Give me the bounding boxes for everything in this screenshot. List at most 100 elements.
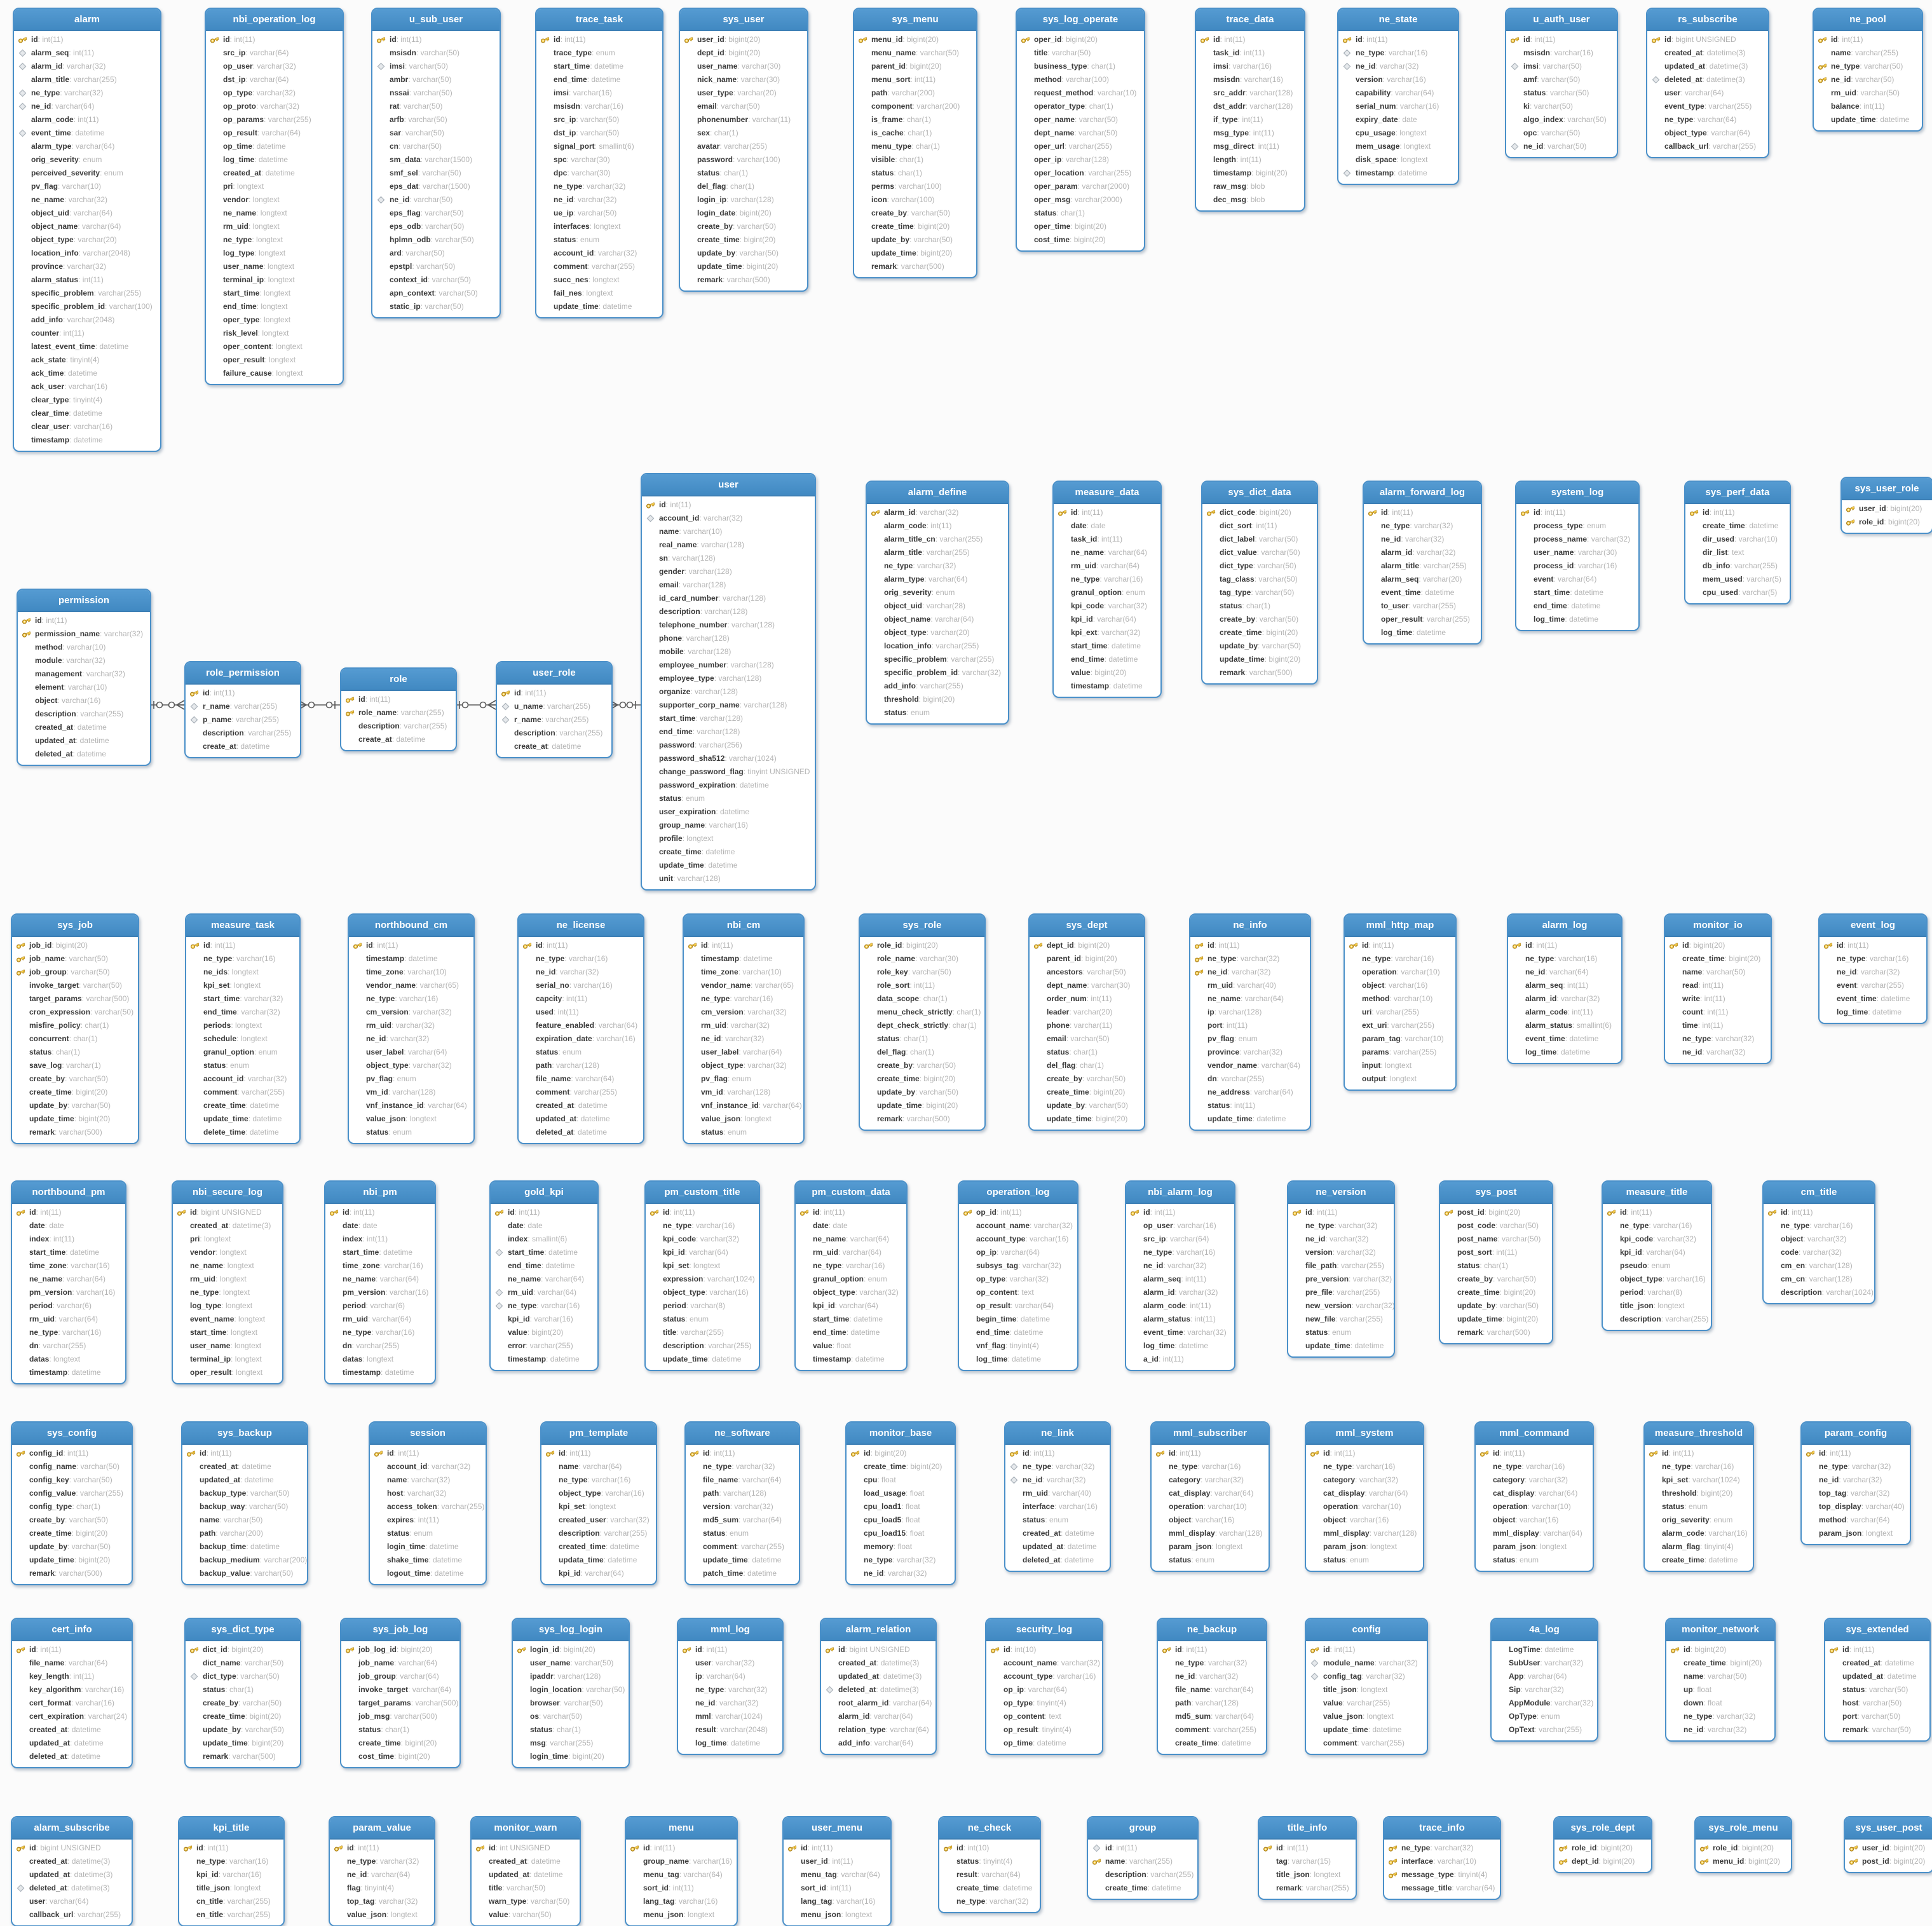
field-version[interactable]: version: varchar(32) <box>686 1500 799 1513</box>
field-vnf_instance_id[interactable]: vnf_instance_id: varchar(64) <box>349 1099 473 1112</box>
field-msisdn[interactable]: msisdn: varchar(16) <box>536 100 662 113</box>
field-ack_state[interactable]: ack_state: tinyint(4) <box>14 353 160 367</box>
field-name[interactable]: name: varchar(50) <box>182 1513 307 1527</box>
field-status[interactable]: status: char(1) <box>854 167 976 180</box>
table-title[interactable]: trace_data <box>1196 9 1304 31</box>
field-eps_odb[interactable]: eps_odb: varchar(50) <box>372 220 500 233</box>
field-end_time[interactable]: end_time: datetime <box>536 73 662 86</box>
field-menu_json[interactable]: menu_json: longtext <box>626 1908 737 1922</box>
field-user_type[interactable]: user_type: varchar(20) <box>680 86 807 100</box>
field-id[interactable]: id: bigint UNSIGNED <box>1647 33 1768 46</box>
table-sys_user_post[interactable]: sys_user_post user_id: bigint(20) post_id:… <box>1844 1816 1932 1873</box>
field-ne_address[interactable]: ne_address: varchar(64) <box>1190 1086 1310 1099</box>
field-alarm_code[interactable]: alarm_code: varchar(16) <box>1645 1527 1753 1540</box>
field-status[interactable]: status: enum <box>1476 1554 1593 1567</box>
field-deleted_at[interactable]: deleted_at: datetime(3) <box>1647 73 1768 86</box>
field-status[interactable]: status: char(1) <box>1030 1046 1144 1059</box>
field-update_time[interactable]: update_time: bigint(20) <box>1030 1112 1144 1126</box>
field-oper_result[interactable]: oper_result: longtext <box>206 353 343 367</box>
field-updated_at[interactable]: updated_at: datetime <box>1005 1540 1110 1554</box>
field-value_json[interactable]: value_json: longtext <box>349 1112 473 1126</box>
field-object_name[interactable]: object_name: varchar(64) <box>14 220 160 233</box>
field-ne_type[interactable]: ne_type: varchar(16) <box>684 992 803 1006</box>
field-rm_uid[interactable]: rm_uid: varchar(40) <box>1005 1487 1110 1500</box>
field-log_time[interactable]: log_time: datetime <box>959 1353 1077 1366</box>
field-status[interactable]: status: enum <box>519 1046 643 1059</box>
field-updated_at[interactable]: updated_at: datetime <box>1825 1670 1929 1683</box>
table-title[interactable]: event_log <box>1820 915 1926 937</box>
table-monitor_network[interactable]: monitor_network id: bigint(20) create_time… <box>1665 1618 1776 1742</box>
field-status[interactable]: status: char(1) <box>186 1683 300 1697</box>
field-db_info[interactable]: db_info: varchar(255) <box>1685 559 1790 573</box>
field-orig_severity[interactable]: orig_severity: enum <box>867 586 1008 599</box>
table-title[interactable]: mml_command <box>1476 1423 1593 1445</box>
field-login_location[interactable]: login_location: varchar(50) <box>513 1683 629 1697</box>
field-ne_type[interactable]: ne_type: varchar(16) <box>1820 952 1926 966</box>
field-code[interactable]: code: varchar(32) <box>1764 1246 1874 1259</box>
field-vendor_name[interactable]: vendor_name: varchar(64) <box>1190 1059 1310 1072</box>
field-location_info[interactable]: location_info: varchar(2048) <box>14 247 160 260</box>
field-id[interactable]: id: int(11) <box>182 1447 307 1460</box>
field-ki[interactable]: ki: varchar(50) <box>1506 100 1617 113</box>
field-create_by[interactable]: create_by: varchar(50) <box>1202 613 1317 626</box>
field-user_id[interactable]: user_id: bigint(20) <box>680 33 807 46</box>
field-name[interactable]: name: varchar(50) <box>1665 966 1771 979</box>
field-gender[interactable]: gender: varchar(128) <box>642 565 815 578</box>
field-process_id[interactable]: process_id: varchar(16) <box>1516 559 1638 573</box>
field-port[interactable]: port: varchar(50) <box>1825 1710 1929 1723</box>
field-msg_direct[interactable]: msg_direct: int(11) <box>1196 140 1304 153</box>
table-nbi_operation_log[interactable]: nbi_operation_log id: int(11) src_ip: varc… <box>205 8 344 385</box>
field-remark[interactable]: remark: varchar(500) <box>680 273 807 287</box>
field-disk_space[interactable]: disk_space: longtext <box>1338 153 1458 167</box>
field-ne_type[interactable]: ne_type: varchar(16) <box>541 1473 656 1487</box>
field-msg_type[interactable]: msg_type: int(11) <box>1196 126 1304 140</box>
field-context_id[interactable]: context_id: varchar(50) <box>372 273 500 287</box>
field-event_time[interactable]: event_time: datetime <box>1508 1032 1621 1046</box>
field-email[interactable]: email: varchar(50) <box>1030 1032 1144 1046</box>
field-oper_url[interactable]: oper_url: varchar(255) <box>1017 140 1144 153</box>
table-title[interactable]: sys_dict_data <box>1202 482 1317 504</box>
field-update_time[interactable]: update_time: bigint(20) <box>186 1737 300 1750</box>
field-time_zone[interactable]: time_zone: varchar(10) <box>349 966 473 979</box>
field-granul_option[interactable]: granul_option: enum <box>796 1273 906 1286</box>
field-update_time[interactable]: update_time: datetime <box>536 300 662 313</box>
table-role[interactable]: role id: int(11) role_name: varchar(255) de… <box>340 667 457 751</box>
field-alarm_status[interactable]: alarm_status: int(11) <box>1126 1313 1234 1326</box>
field-log_time[interactable]: log_time: datetime <box>1820 1006 1926 1019</box>
field-remark[interactable]: remark: varchar(50) <box>1825 1723 1929 1737</box>
table-gold_kpi[interactable]: gold_kpi id: int(11) date: date index: smal… <box>489 1180 599 1371</box>
field-status[interactable]: status: enum <box>684 1126 803 1139</box>
field-telephone_number[interactable]: telephone_number: varchar(128) <box>642 618 815 632</box>
field-op_type[interactable]: op_type: tinyint(4) <box>986 1697 1102 1710</box>
field-user_name[interactable]: user_name: varchar(30) <box>680 60 807 73</box>
field-kpi_set[interactable]: kpi_set: varchar(1024) <box>1645 1473 1753 1487</box>
table-title[interactable]: sys_role_dept <box>1554 1817 1651 1840</box>
field-OpType[interactable]: OpType: enum <box>1492 1710 1597 1723</box>
field-status[interactable]: status: enum <box>1152 1554 1269 1567</box>
field-params[interactable]: params: varchar(255) <box>1345 1046 1455 1059</box>
field-file_name[interactable]: file_name: varchar(64) <box>12 1656 132 1670</box>
table-trace_data[interactable]: trace_data id: int(11) task_id: int(11) ims… <box>1195 8 1305 212</box>
field-message_type[interactable]: message_type: tinyint(4) <box>1384 1868 1500 1882</box>
field-tag[interactable]: tag: varchar(15) <box>1259 1855 1356 1868</box>
field-remark[interactable]: remark: varchar(500) <box>12 1126 138 1139</box>
field-rm_uid[interactable]: rm_uid: varchar(50) <box>1814 86 1922 100</box>
table-sys_log_operate[interactable]: sys_log_operate oper_id: bigint(20) title:… <box>1016 8 1145 252</box>
field-updata_time[interactable]: updata_time: datetime <box>541 1554 656 1567</box>
field-user_id[interactable]: user_id: bigint(20) <box>1842 502 1932 516</box>
field-object[interactable]: object: varchar(16) <box>1476 1513 1593 1527</box>
field-post_name[interactable]: post_name: varchar(50) <box>1440 1233 1552 1246</box>
field-ne_id[interactable]: ne_id: varchar(50) <box>1506 140 1617 153</box>
field-value_json[interactable]: value_json: longtext <box>684 1112 803 1126</box>
table-title[interactable]: config <box>1306 1619 1427 1641</box>
field-object_type[interactable]: object_type: varchar(32) <box>684 1059 803 1072</box>
field-fail_nes[interactable]: fail_nes: longtext <box>536 287 662 300</box>
field-timestamp[interactable]: timestamp: datetime <box>14 434 160 447</box>
field-ne_type[interactable]: ne_type: varchar(32) <box>1158 1656 1266 1670</box>
field-job_id[interactable]: job_id: bigint(20) <box>12 939 138 952</box>
field-ne_name[interactable]: ne_name: varchar(64) <box>325 1273 435 1286</box>
field-dept_check_strictly[interactable]: dept_check_strictly: char(1) <box>860 1019 984 1032</box>
field-dn[interactable]: dn: varchar(255) <box>12 1339 125 1353</box>
field-id[interactable]: id: int UNSIGNED <box>472 1841 580 1855</box>
field-src_ip[interactable]: src_ip: varchar(64) <box>1126 1233 1234 1246</box>
